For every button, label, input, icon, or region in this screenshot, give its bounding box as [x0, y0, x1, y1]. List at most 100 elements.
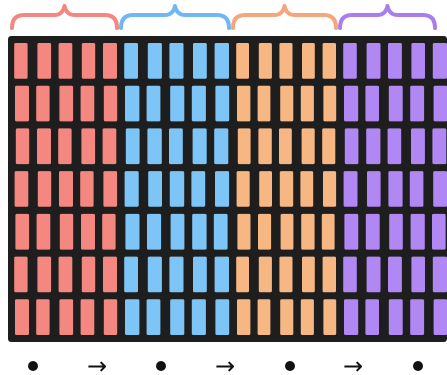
grid-cell [279, 256, 293, 293]
dot-marker [156, 361, 166, 371]
curly-brace-icon [231, 4, 338, 30]
grid-cell [192, 128, 207, 165]
grid-cell [388, 43, 402, 79]
grid-cell [147, 213, 162, 250]
grid-cell [147, 128, 162, 165]
bottom-sequence: → → → [28, 352, 423, 375]
grid-cell [323, 171, 337, 207]
grid-cell [170, 85, 185, 122]
grid-cell [302, 256, 315, 293]
grid-cell [365, 85, 379, 122]
grid-cell [191, 85, 206, 122]
grid-cell [124, 256, 138, 293]
grid-cell [170, 299, 185, 335]
brace-group [10, 4, 437, 30]
grid-cell [169, 128, 183, 165]
grid-cell [433, 299, 447, 335]
grid-cell [366, 128, 381, 165]
grid-cell [14, 171, 29, 207]
grid-cell [367, 171, 381, 207]
grid-cell [15, 85, 29, 122]
grid-cell [279, 43, 293, 79]
grid-cell [237, 213, 251, 250]
group-red [14, 43, 118, 335]
group-blue [124, 43, 230, 335]
grid-cell [146, 85, 161, 122]
grid-cell [147, 43, 162, 79]
grid-cell [37, 171, 52, 207]
grid-cell [125, 213, 140, 250]
grid-cell [125, 299, 140, 335]
grid-cell [388, 299, 403, 335]
grid-cell [215, 299, 230, 335]
grid-cell [258, 128, 272, 165]
grid-cell [193, 256, 207, 293]
grid-cell [237, 85, 251, 122]
arrow-right-icon: → [343, 352, 363, 375]
grid-cell [36, 85, 50, 122]
grid-cell [410, 85, 425, 122]
grid-cell [59, 171, 73, 207]
dot-marker [285, 361, 295, 371]
grid-cell [257, 299, 271, 335]
grid-cell [432, 43, 447, 79]
grid-cell [236, 256, 249, 293]
grid-cell [124, 43, 138, 79]
arrow-right-icon: → [87, 352, 107, 375]
grid-cell [15, 299, 29, 335]
grid-cell [300, 299, 314, 335]
grid-cell [343, 256, 357, 293]
grid-cell [215, 171, 230, 207]
grid-cell [148, 171, 162, 207]
grid-cell [321, 213, 335, 250]
grid-cell [280, 213, 294, 250]
grid-cell [344, 85, 359, 122]
grid-cell [14, 256, 28, 293]
grid-cell [237, 299, 251, 335]
grid-cell [36, 213, 51, 250]
grid-cell [36, 299, 50, 335]
grid-cell [59, 213, 74, 250]
grid-cell [279, 128, 292, 165]
grid-cell [80, 171, 94, 207]
grid-cell [59, 299, 74, 335]
grid-cell [191, 171, 206, 207]
grid-cell [58, 128, 72, 165]
grid-cell [344, 299, 359, 335]
grid-cell [411, 43, 425, 79]
grid-cell [147, 256, 162, 293]
grid-cell [280, 299, 294, 335]
grid-cell [236, 171, 250, 207]
grid-cell [103, 299, 118, 335]
grid-cell [300, 171, 314, 207]
group-purple [343, 43, 447, 335]
grid-cell [124, 171, 139, 207]
grid-cell [81, 128, 96, 165]
grid-cell [81, 43, 96, 79]
grid-cell [410, 213, 425, 250]
grid-cell [432, 256, 447, 293]
grid-cell [125, 85, 140, 122]
grid-cell [388, 171, 403, 207]
grid-cell [323, 85, 337, 122]
grid-cell [365, 299, 379, 335]
grid-cell [365, 213, 380, 250]
grid-cell [214, 128, 229, 165]
dot-marker [28, 361, 38, 371]
grid-cell [388, 85, 403, 122]
grid-cell [279, 171, 294, 207]
grid-cell [103, 171, 118, 207]
grid-cell [432, 128, 447, 165]
grid-cell [257, 85, 271, 122]
grid-cell [280, 85, 294, 122]
grid-cell [169, 171, 185, 207]
grid-cell [366, 43, 381, 79]
grid-cell [323, 299, 337, 335]
grid-cell [37, 128, 51, 165]
grid-cell [15, 213, 30, 250]
dot-marker [413, 361, 423, 371]
grid-cell [81, 256, 96, 293]
cell-layer [14, 43, 447, 335]
grid-cell [58, 43, 73, 79]
